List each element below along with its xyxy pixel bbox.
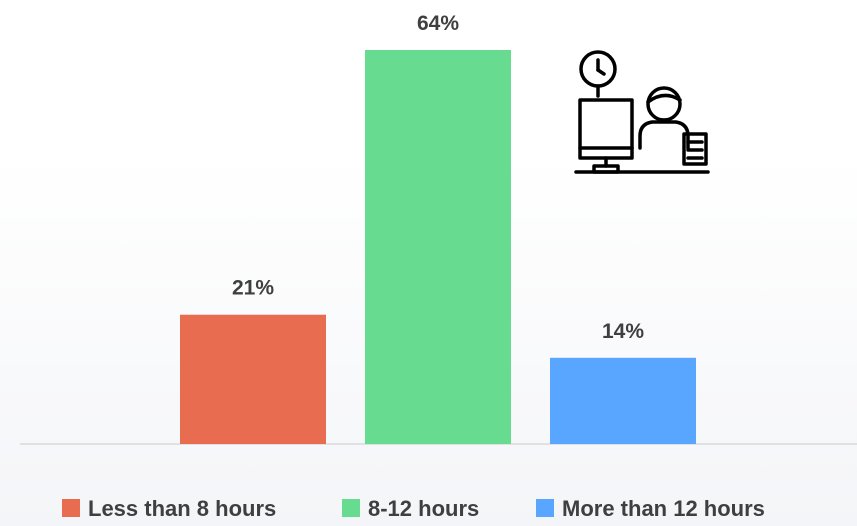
value-label-8-12-hours: 64% — [417, 12, 459, 35]
legend-swatch-8-12-hours — [342, 499, 360, 517]
legend-swatch-more-than-12-hours — [536, 499, 554, 517]
value-label-less-than-8-hours: 21% — [232, 277, 274, 300]
legend-label-less-than-8-hours: Less than 8 hours — [88, 496, 276, 521]
bar-less-than-8-hours — [180, 314, 326, 444]
bar-more-than-12-hours — [550, 357, 696, 444]
office-worker-clock-icon — [574, 50, 710, 174]
value-label-more-than-12-hours: 14% — [602, 320, 644, 343]
legend-swatch-less-than-8-hours — [62, 499, 80, 517]
legend: Less than 8 hours 8-12 hours More than 1… — [62, 496, 765, 521]
legend-label-more-than-12-hours: More than 12 hours — [562, 496, 765, 521]
bars-group — [180, 50, 696, 444]
bar-8-12-hours — [365, 50, 511, 444]
legend-label-8-12-hours: 8-12 hours — [368, 496, 479, 521]
value-labels-group: 21% 64% 14% — [232, 12, 644, 343]
